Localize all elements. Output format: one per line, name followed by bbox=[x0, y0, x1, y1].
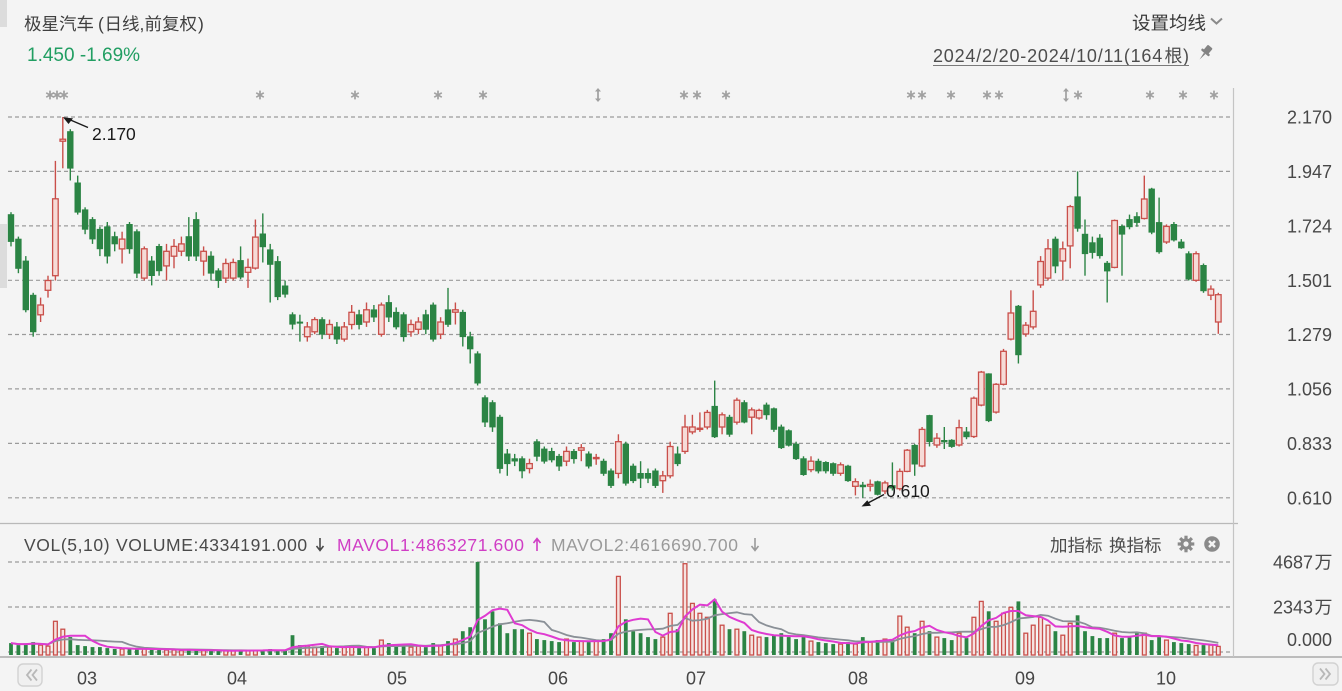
svg-text:VOL(5,10): VOL(5,10) bbox=[24, 535, 110, 555]
svg-text:4687: 4687 bbox=[1273, 553, 1313, 573]
svg-text:1.056: 1.056 bbox=[1287, 379, 1332, 399]
svg-text:,: , bbox=[140, 14, 145, 34]
svg-text:2343: 2343 bbox=[1273, 598, 1313, 618]
svg-text:VOLUME:4334191.000: VOLUME:4334191.000 bbox=[116, 535, 308, 555]
svg-text:(: ( bbox=[98, 14, 104, 34]
svg-text:1.279: 1.279 bbox=[1287, 325, 1332, 345]
svg-text:08: 08 bbox=[848, 669, 868, 689]
svg-text:03: 03 bbox=[77, 669, 97, 689]
svg-text:1.501: 1.501 bbox=[1287, 271, 1332, 291]
svg-text:0.833: 0.833 bbox=[1287, 434, 1332, 454]
svg-text:): ) bbox=[1183, 46, 1189, 66]
svg-text:1.450 -1.69%: 1.450 -1.69% bbox=[27, 45, 140, 66]
svg-text:04: 04 bbox=[227, 669, 247, 689]
svg-text:0.610: 0.610 bbox=[886, 481, 930, 501]
svg-text:1.724: 1.724 bbox=[1287, 216, 1332, 236]
svg-text:MAVOL1:4863271.600: MAVOL1:4863271.600 bbox=[337, 535, 525, 555]
svg-text:05: 05 bbox=[387, 669, 407, 689]
svg-text:): ) bbox=[198, 14, 204, 34]
svg-text:0.000: 0.000 bbox=[1287, 630, 1332, 650]
svg-text:09: 09 bbox=[1015, 669, 1035, 689]
svg-text:MAVOL2:4616690.700: MAVOL2:4616690.700 bbox=[551, 535, 739, 555]
svg-text:0.610: 0.610 bbox=[1287, 488, 1332, 508]
svg-text:10: 10 bbox=[1156, 669, 1176, 689]
svg-text:2.170: 2.170 bbox=[1287, 108, 1332, 128]
svg-text:07: 07 bbox=[686, 669, 706, 689]
svg-text:2024/2/20-2024/10/11(164: 2024/2/20-2024/10/11(164 bbox=[933, 46, 1163, 66]
svg-text:1.947: 1.947 bbox=[1287, 162, 1332, 182]
svg-text:2.170: 2.170 bbox=[92, 124, 136, 144]
svg-text:06: 06 bbox=[548, 669, 568, 689]
